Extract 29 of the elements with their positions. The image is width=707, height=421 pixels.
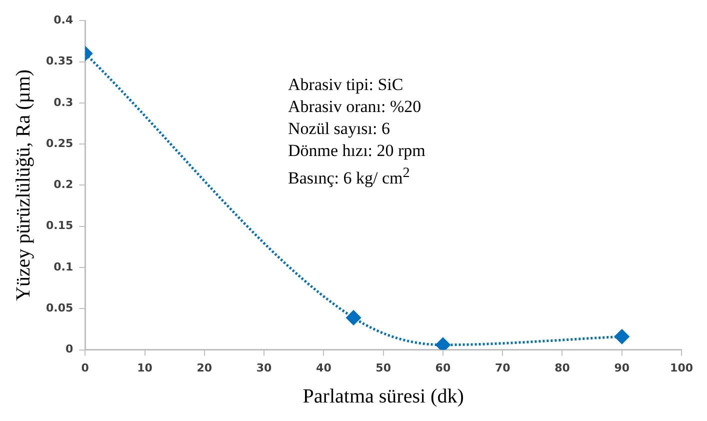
x-tick-label: 40 <box>316 361 332 374</box>
x-tick-label: 50 <box>376 361 392 374</box>
text: Basınç: 6 kg/ cm$^{2}$ <box>288 165 410 188</box>
x-tick-label: 10 <box>137 361 153 374</box>
y-tick-label: 0.25 <box>46 136 74 150</box>
y-axis-title: Yüzey pürüzlülüğü, Ra (µm) <box>12 69 34 301</box>
y-tick-label: 0.1 <box>54 260 74 274</box>
x-tick-label: 70 <box>494 361 511 374</box>
y-tick-label: 0.05 <box>46 302 74 315</box>
point <box>436 338 450 350</box>
text: Abrasiv oranı: %20 <box>288 97 422 116</box>
x-axis-title: Parlatma süresi (dk) <box>302 385 464 408</box>
y-tick-label: 0.2 <box>54 178 74 192</box>
x-tick-label: 0 <box>81 361 90 374</box>
x-tick-label: 30 <box>256 361 272 374</box>
y-tick-label: 0.35 <box>46 54 74 68</box>
point <box>346 310 361 325</box>
y-tick-label: 0.15 <box>46 219 74 232</box>
y-tick-label: 0 <box>65 342 74 356</box>
x-tick-label: 20 <box>196 361 212 374</box>
x-tick-label: 100 <box>670 361 694 374</box>
y-tick-label: 0.3 <box>54 96 74 109</box>
text: Nozül sayısı: 6 <box>288 119 390 138</box>
x-tick-label: 60 <box>435 361 451 374</box>
text: Dönme hızı: 20 rpm <box>288 141 426 160</box>
y-tick-label: 0.4 <box>54 13 74 26</box>
text: Abrasiv tipi: SiC <box>288 75 404 94</box>
x-tick-label: 80 <box>554 361 570 374</box>
x-tick-label: 90 <box>614 361 630 374</box>
